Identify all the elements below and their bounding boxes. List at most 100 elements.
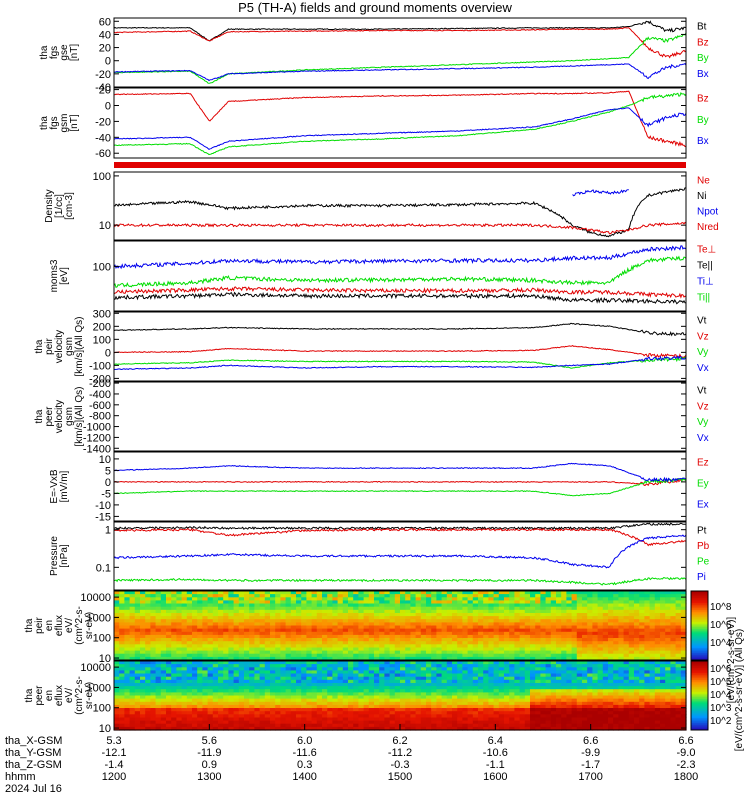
heatmap-cell bbox=[665, 653, 671, 658]
heatmap-cell bbox=[446, 638, 453, 642]
series-pressure-3 bbox=[113, 534, 687, 569]
heatmap-cell bbox=[311, 616, 318, 620]
heatmap-cell bbox=[140, 594, 146, 598]
heatmap-cell bbox=[602, 653, 609, 658]
heatmap-cell bbox=[238, 689, 245, 693]
heatmap-cell bbox=[342, 714, 349, 718]
heatmap-cell bbox=[415, 726, 422, 731]
heatmap-cell bbox=[654, 628, 661, 633]
heatmap-cell bbox=[514, 686, 521, 690]
heatmap-cell bbox=[374, 613, 380, 617]
heatmap-cell bbox=[228, 692, 235, 697]
heatmap-cell bbox=[332, 679, 339, 684]
heatmap-cell bbox=[680, 638, 687, 642]
heatmap-cell bbox=[379, 720, 385, 725]
heatmap-cell bbox=[618, 597, 625, 601]
heatmap-cell bbox=[660, 695, 666, 700]
heatmap-cell bbox=[582, 695, 588, 700]
heatmap-cell bbox=[587, 689, 593, 693]
heatmap-cell bbox=[457, 603, 463, 608]
heatmap-cell bbox=[571, 656, 578, 661]
heatmap-cell bbox=[270, 667, 276, 671]
heatmap-cell bbox=[410, 683, 417, 687]
heatmap-cell bbox=[342, 698, 349, 703]
heatmap-cell bbox=[275, 664, 281, 668]
heatmap-cell bbox=[264, 714, 271, 718]
heatmap-cell bbox=[488, 650, 495, 655]
heatmap-cell bbox=[337, 619, 344, 623]
heatmap-cell bbox=[228, 695, 235, 700]
heatmap-cell bbox=[540, 603, 547, 608]
heatmap-cell bbox=[129, 711, 136, 715]
heatmap-cell bbox=[545, 634, 552, 639]
heatmap-cell bbox=[623, 689, 630, 693]
heatmap-cell bbox=[405, 714, 411, 718]
heatmap-cell bbox=[680, 641, 687, 645]
heatmap-cell bbox=[483, 701, 489, 706]
heatmap-cell bbox=[254, 689, 261, 693]
heatmap-cell bbox=[582, 641, 588, 645]
heatmap-cell bbox=[576, 711, 583, 715]
heatmap-cell bbox=[171, 673, 177, 678]
heatmap-cell bbox=[441, 704, 448, 709]
heatmap-cell bbox=[342, 673, 349, 678]
heatmap-cell bbox=[483, 641, 489, 645]
heatmap-cell bbox=[478, 644, 484, 648]
heatmap-cell bbox=[509, 714, 515, 718]
heatmap-cell bbox=[634, 631, 640, 636]
heatmap-cell bbox=[654, 600, 661, 605]
heatmap-cell bbox=[426, 711, 432, 715]
heatmap-cell bbox=[160, 683, 167, 687]
heatmap-cell bbox=[233, 644, 240, 648]
heatmap-cell bbox=[197, 661, 203, 665]
heatmap-cell bbox=[254, 616, 261, 620]
heatmap-cell bbox=[311, 644, 318, 648]
heatmap-cell bbox=[322, 673, 328, 678]
heatmap-cell bbox=[358, 686, 365, 690]
heatmap-cell bbox=[181, 597, 188, 601]
heatmap-cell bbox=[530, 656, 536, 661]
heatmap-cell bbox=[332, 708, 339, 712]
heatmap-cell bbox=[114, 616, 120, 620]
heatmap-cell bbox=[452, 647, 458, 652]
heatmap-cell bbox=[259, 720, 266, 725]
heatmap-cell bbox=[566, 698, 573, 703]
heatmap-cell bbox=[462, 600, 469, 605]
heatmap-cell bbox=[493, 695, 500, 700]
heatmap-cell bbox=[140, 667, 146, 671]
heatmap-cell bbox=[639, 634, 645, 639]
heatmap-cell bbox=[186, 723, 193, 728]
heatmap-cell bbox=[556, 656, 562, 661]
heatmap-cell bbox=[576, 717, 583, 722]
heatmap-cell bbox=[457, 676, 463, 681]
heatmap-cell bbox=[582, 686, 588, 690]
heatmap-cell bbox=[394, 616, 401, 620]
heatmap-cell bbox=[259, 616, 266, 620]
heatmap-cell bbox=[285, 673, 292, 678]
heatmap-cell bbox=[186, 625, 193, 630]
heatmap-cell bbox=[597, 653, 604, 658]
heatmap-cell bbox=[192, 692, 198, 697]
heatmap-cell bbox=[628, 609, 635, 614]
heatmap-cell bbox=[571, 594, 578, 598]
heatmap-cell bbox=[436, 600, 443, 605]
heatmap-cell bbox=[426, 634, 432, 639]
heatmap-cell bbox=[389, 616, 396, 620]
heatmap-cell bbox=[493, 701, 500, 706]
heatmap-cell bbox=[670, 634, 677, 639]
heatmap-cell bbox=[530, 616, 536, 620]
heatmap-cell bbox=[498, 625, 505, 630]
heatmap-cell bbox=[566, 711, 573, 715]
legend-peir_vel-3: Vx bbox=[697, 363, 709, 374]
heatmap-cell bbox=[254, 726, 261, 731]
heatmap-cell bbox=[405, 670, 411, 675]
heatmap-cell bbox=[457, 591, 463, 595]
heatmap-cell bbox=[379, 714, 385, 718]
heatmap-cell bbox=[405, 695, 411, 700]
heatmap-cell bbox=[285, 723, 292, 728]
heatmap-cell bbox=[259, 600, 266, 605]
heatmap-cell bbox=[140, 647, 146, 652]
heatmap-cell bbox=[540, 650, 547, 655]
heatmap-cell bbox=[597, 591, 604, 595]
heatmap-cell bbox=[457, 723, 463, 728]
